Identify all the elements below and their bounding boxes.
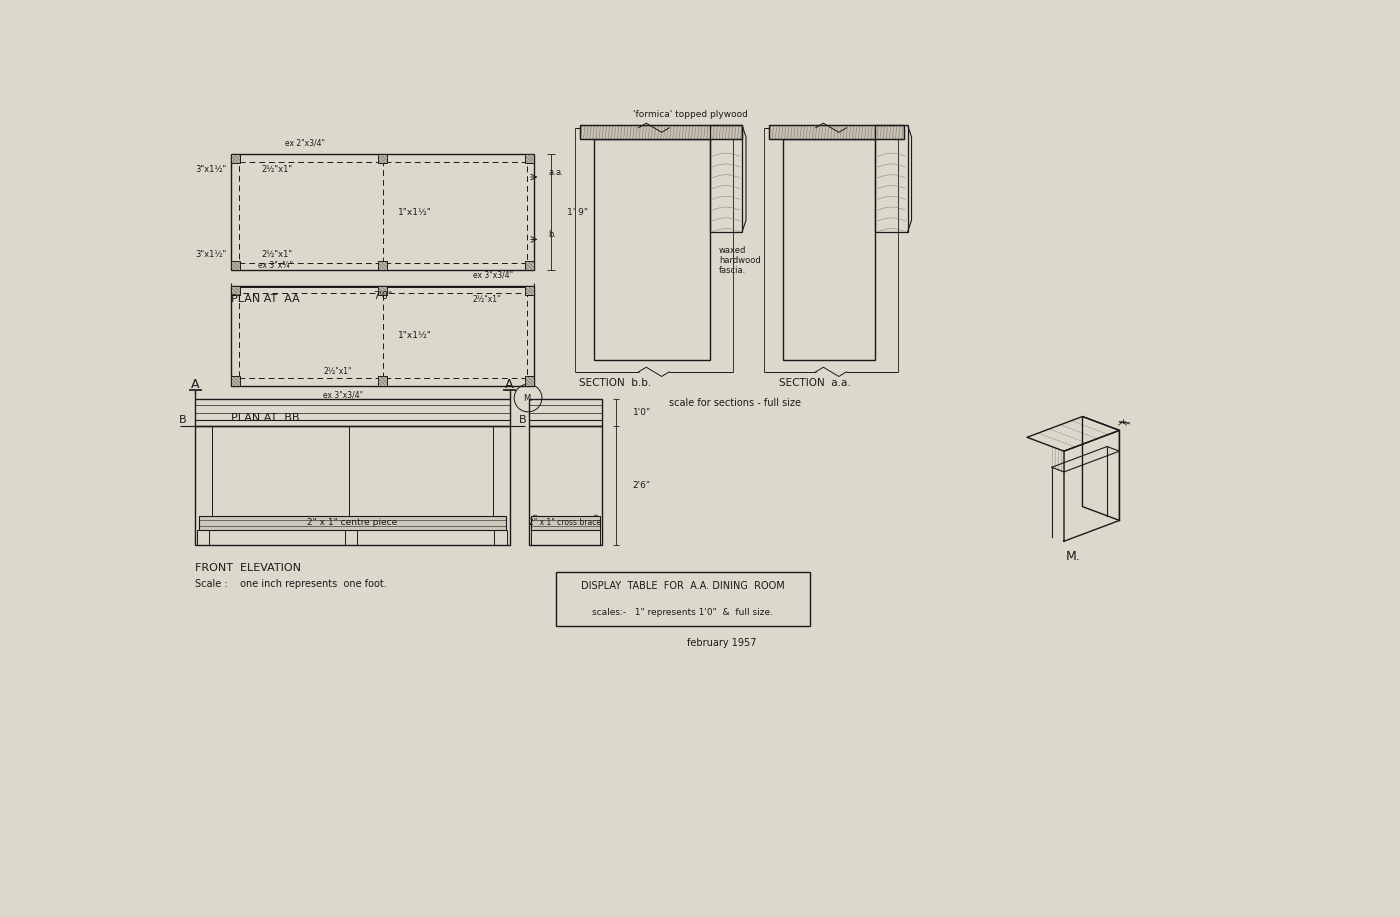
Text: B: B (179, 414, 186, 425)
Text: PLAN AT  AA: PLAN AT AA (231, 294, 300, 304)
Bar (231, 285, 535, 386)
Text: b.: b. (547, 230, 556, 239)
Text: 1"x1½": 1"x1½" (398, 331, 431, 340)
Bar (231, 377, 239, 386)
Text: SECTION  a.a.: SECTION a.a. (778, 379, 851, 389)
Text: 2½"x1": 2½"x1" (473, 295, 501, 304)
Bar (231, 154, 239, 163)
Text: 2½"x1": 2½"x1" (262, 250, 293, 260)
Text: a.: a. (547, 168, 556, 177)
Text: ex 2"x3/4": ex 2"x3/4" (284, 138, 325, 148)
Text: 7'0": 7'0" (372, 292, 392, 302)
Bar (231, 154, 535, 271)
Bar (525, 154, 535, 163)
Text: a.: a. (556, 168, 564, 177)
Text: B: B (519, 414, 526, 425)
Text: waxed
hardwood
fascia.: waxed hardwood fascia. (720, 246, 760, 275)
Bar (529, 425, 602, 545)
Text: 2" x 1" centre piece: 2" x 1" centre piece (308, 518, 398, 527)
Text: 1"x1½": 1"x1½" (398, 207, 431, 216)
Text: 2½"x1": 2½"x1" (323, 368, 351, 376)
Bar (710, 126, 742, 232)
Text: scales:-   1" represents 1'0"  &  full size.: scales:- 1" represents 1'0" & full size. (592, 608, 773, 616)
Bar (199, 516, 505, 530)
Bar (525, 261, 535, 271)
Text: 3"x1½": 3"x1½" (196, 165, 227, 174)
Bar (231, 261, 239, 271)
Bar (344, 530, 357, 545)
Text: 2½"x1": 2½"x1" (262, 165, 293, 174)
Text: A: A (505, 379, 514, 392)
Text: february 1957: february 1957 (686, 638, 756, 648)
Bar (196, 399, 510, 425)
Text: 3"x1½": 3"x1½" (196, 250, 227, 260)
Bar (875, 126, 907, 232)
Text: 1' 9": 1' 9" (567, 207, 588, 216)
Bar (556, 572, 809, 626)
Text: M.: M. (524, 393, 533, 403)
Bar (531, 516, 599, 530)
Bar (594, 139, 710, 360)
Bar (378, 154, 388, 163)
Bar (378, 285, 388, 295)
Text: ex 3"x3/4": ex 3"x3/4" (323, 391, 364, 400)
Text: ex 3"x¾": ex 3"x¾" (258, 261, 293, 271)
Bar (378, 261, 388, 271)
Bar (196, 425, 510, 545)
Bar (378, 377, 388, 386)
Text: FRONT  ELEVATION: FRONT ELEVATION (196, 563, 301, 573)
Text: 2" x 1" cross brace: 2" x 1" cross brace (529, 518, 602, 527)
Text: M.: M. (1065, 550, 1081, 563)
Text: PLAN AT  BB: PLAN AT BB (231, 413, 300, 423)
Bar (238, 293, 526, 378)
Bar (238, 161, 526, 262)
Text: ex 3"x3/4": ex 3"x3/4" (473, 271, 512, 280)
Bar (769, 126, 904, 139)
Text: SECTION  b.b.: SECTION b.b. (580, 379, 651, 389)
Bar (783, 139, 875, 360)
Text: Scale :    one inch represents  one foot.: Scale : one inch represents one foot. (196, 579, 388, 589)
Bar (529, 399, 602, 425)
Bar (581, 126, 742, 139)
Text: A: A (192, 379, 200, 392)
Text: scale for sections - full size: scale for sections - full size (669, 398, 801, 408)
Text: DISPLAY  TABLE  FOR  A.A. DINING  ROOM: DISPLAY TABLE FOR A.A. DINING ROOM (581, 580, 785, 591)
Bar (525, 377, 535, 386)
Bar (769, 126, 904, 139)
Text: 2'6": 2'6" (633, 481, 651, 490)
Bar (231, 285, 239, 295)
Text: 'formica' topped plywood: 'formica' topped plywood (633, 110, 748, 119)
Bar (494, 530, 507, 545)
Bar (525, 285, 535, 295)
Bar (581, 126, 742, 139)
Bar (197, 530, 209, 545)
Bar (531, 530, 599, 545)
Text: 1'0": 1'0" (633, 408, 651, 416)
